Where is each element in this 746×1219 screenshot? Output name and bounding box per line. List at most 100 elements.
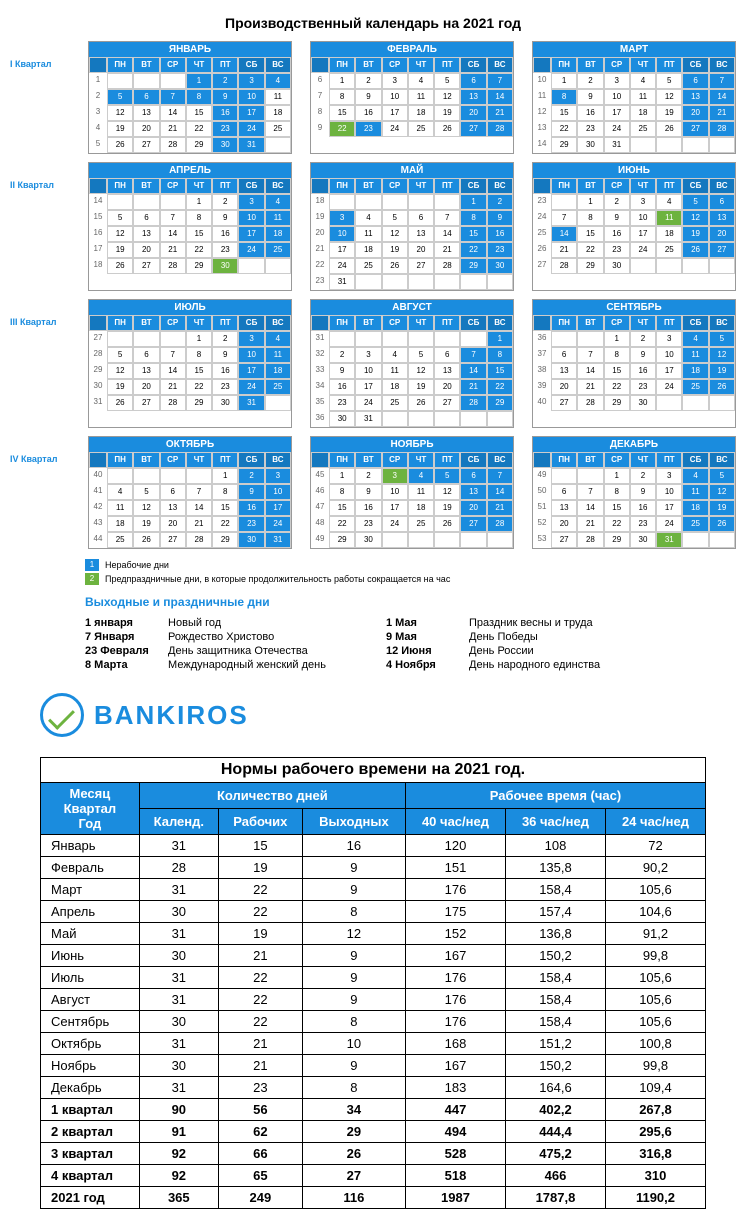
day-cell: 10 [265, 484, 291, 500]
day-cell: 21 [577, 516, 603, 532]
day-cell: 22 [604, 516, 630, 532]
month-МАЙ: МАЙПНВТСРЧТПТСБВС18121934567892010111213… [310, 162, 514, 291]
day-cell: 27 [460, 516, 486, 532]
day-cell: 3 [656, 331, 682, 347]
day-cell: 24 [656, 379, 682, 395]
day-cell: 3 [329, 210, 355, 226]
norms-cell: 176 [405, 989, 505, 1011]
day-cell [382, 331, 408, 347]
week-number: 6 [311, 73, 329, 87]
dow-header: ПТ [656, 452, 682, 468]
day-cell: 28 [434, 258, 460, 274]
norms-th: 40 час/нед [405, 809, 505, 835]
day-cell: 11 [408, 484, 434, 500]
day-cell [487, 411, 513, 427]
day-cell: 14 [577, 363, 603, 379]
day-cell: 9 [487, 210, 513, 226]
day-cell: 23 [630, 379, 656, 395]
day-cell: 16 [487, 226, 513, 242]
day-cell: 27 [551, 395, 577, 411]
day-cell: 30 [630, 532, 656, 548]
day-cell: 20 [551, 516, 577, 532]
day-cell: 14 [434, 226, 460, 242]
day-cell: 22 [604, 379, 630, 395]
day-cell: 10 [382, 484, 408, 500]
week-number: 20 [311, 226, 329, 240]
month-name: ОКТЯБРЬ [89, 437, 291, 452]
norms-title: Нормы рабочего времени на 2021 год. [40, 757, 706, 782]
day-cell: 22 [186, 379, 212, 395]
dow-header: ВТ [355, 57, 381, 73]
dow-header: СР [604, 452, 630, 468]
dow-header: СР [382, 57, 408, 73]
day-cell: 25 [408, 516, 434, 532]
day-cell: 28 [551, 258, 577, 274]
dow-header: ВТ [133, 315, 159, 331]
day-cell [107, 194, 133, 210]
day-cell: 15 [604, 500, 630, 516]
day-cell: 7 [487, 73, 513, 89]
norms-cell: 167 [405, 1055, 505, 1077]
day-cell [133, 468, 159, 484]
month-name: АПРЕЛЬ [89, 163, 291, 178]
day-cell: 13 [434, 363, 460, 379]
day-cell: 27 [460, 121, 486, 137]
day-cell: 9 [355, 484, 381, 500]
day-cell: 17 [238, 363, 264, 379]
dow-header: СР [160, 57, 186, 73]
norms-cell: 4 квартал [41, 1165, 140, 1187]
day-cell: 7 [460, 347, 486, 363]
norms-cell: 9 [302, 879, 405, 901]
day-cell [551, 331, 577, 347]
day-cell: 22 [212, 516, 238, 532]
day-cell: 20 [709, 226, 735, 242]
month-name: ИЮНЬ [533, 163, 735, 178]
day-cell: 29 [186, 258, 212, 274]
day-cell [460, 411, 486, 427]
day-cell: 29 [460, 258, 486, 274]
day-cell: 24 [630, 242, 656, 258]
holiday-item: 1 Мая Праздник весны и труда [386, 617, 600, 629]
week-number: 14 [89, 194, 107, 208]
dow-header: СБ [238, 178, 264, 194]
norms-cell: 2021 год [41, 1187, 140, 1209]
norms-th-hours-group: Рабочее время (час) [405, 783, 705, 809]
month-ЯНВАРЬ: ЯНВАРЬПНВТСРЧТПТСБВС11234256789101131213… [88, 41, 292, 154]
day-cell: 27 [133, 395, 159, 411]
norms-cell: 402,2 [505, 1099, 605, 1121]
day-cell: 5 [382, 210, 408, 226]
day-cell [107, 468, 133, 484]
day-cell: 30 [487, 258, 513, 274]
day-cell: 21 [160, 242, 186, 258]
day-cell: 15 [487, 363, 513, 379]
day-cell [329, 331, 355, 347]
day-cell: 5 [682, 194, 708, 210]
day-cell: 20 [408, 242, 434, 258]
month-НОЯБРЬ: НОЯБРЬПНВТСРЧТПТСБВС45123456746891011121… [310, 436, 514, 549]
week-number: 25 [533, 226, 551, 240]
day-cell: 8 [212, 484, 238, 500]
day-cell: 26 [709, 379, 735, 395]
week-number: 2 [89, 89, 107, 103]
day-cell: 7 [186, 484, 212, 500]
holidays-title: Выходные и праздничные дни [85, 595, 736, 609]
day-cell: 19 [682, 226, 708, 242]
norms-cell: 1190,2 [605, 1187, 705, 1209]
day-cell: 21 [160, 121, 186, 137]
day-cell [656, 137, 682, 153]
day-cell: 31 [238, 395, 264, 411]
norms-cell: 466 [505, 1165, 605, 1187]
day-cell [186, 468, 212, 484]
day-cell: 1 [604, 468, 630, 484]
day-cell: 29 [212, 532, 238, 548]
norms-cell: 104,6 [605, 901, 705, 923]
week-number: 13 [533, 121, 551, 135]
day-cell: 21 [577, 379, 603, 395]
norms-cell: 151,2 [505, 1033, 605, 1055]
day-cell [682, 258, 708, 274]
day-cell: 2 [577, 73, 603, 89]
day-cell: 3 [656, 468, 682, 484]
day-cell: 10 [329, 226, 355, 242]
day-cell: 24 [604, 121, 630, 137]
day-cell: 31 [355, 411, 381, 427]
